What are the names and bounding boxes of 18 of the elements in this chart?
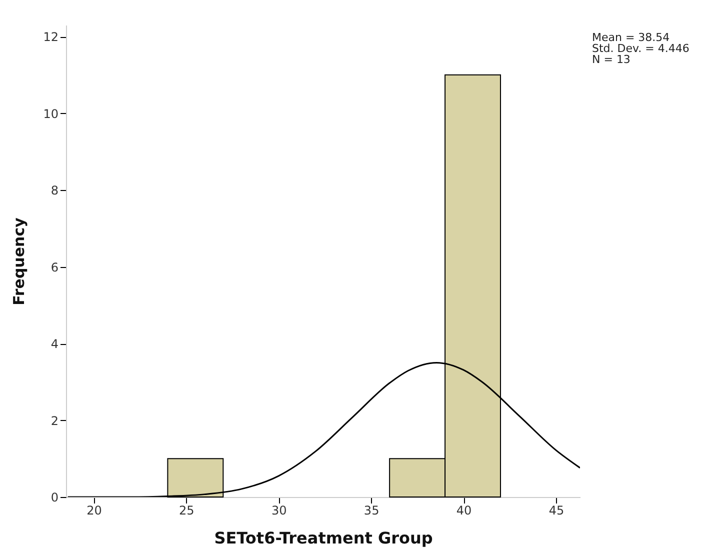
y-tick-label: 12 (43, 30, 58, 44)
y-tick-label: 8 (50, 184, 58, 198)
x-axis-title: SETot6-Treatment Group (214, 528, 433, 548)
x-tick-label: 30 (271, 504, 287, 518)
y-tick-label: 10 (43, 106, 58, 121)
text: N = 13 (592, 53, 630, 66)
y-tick-label: 6 (50, 260, 58, 274)
y-axis-title: Frequency (10, 217, 28, 306)
x-tick-label: 35 (364, 504, 380, 518)
text: Mean = 38.54 (592, 31, 670, 44)
y-tick-label: 2 (50, 414, 58, 428)
y-tick-label: 4 (50, 337, 58, 352)
x-tick-label: 25 (179, 504, 194, 518)
x-tick-label: 40 (456, 504, 472, 518)
y-tick-label: 0 (50, 490, 58, 504)
x-tick-label: 20 (86, 504, 102, 518)
text: Std. Dev. = 4.446 (592, 42, 690, 55)
x-tick-label: 45 (548, 504, 564, 518)
